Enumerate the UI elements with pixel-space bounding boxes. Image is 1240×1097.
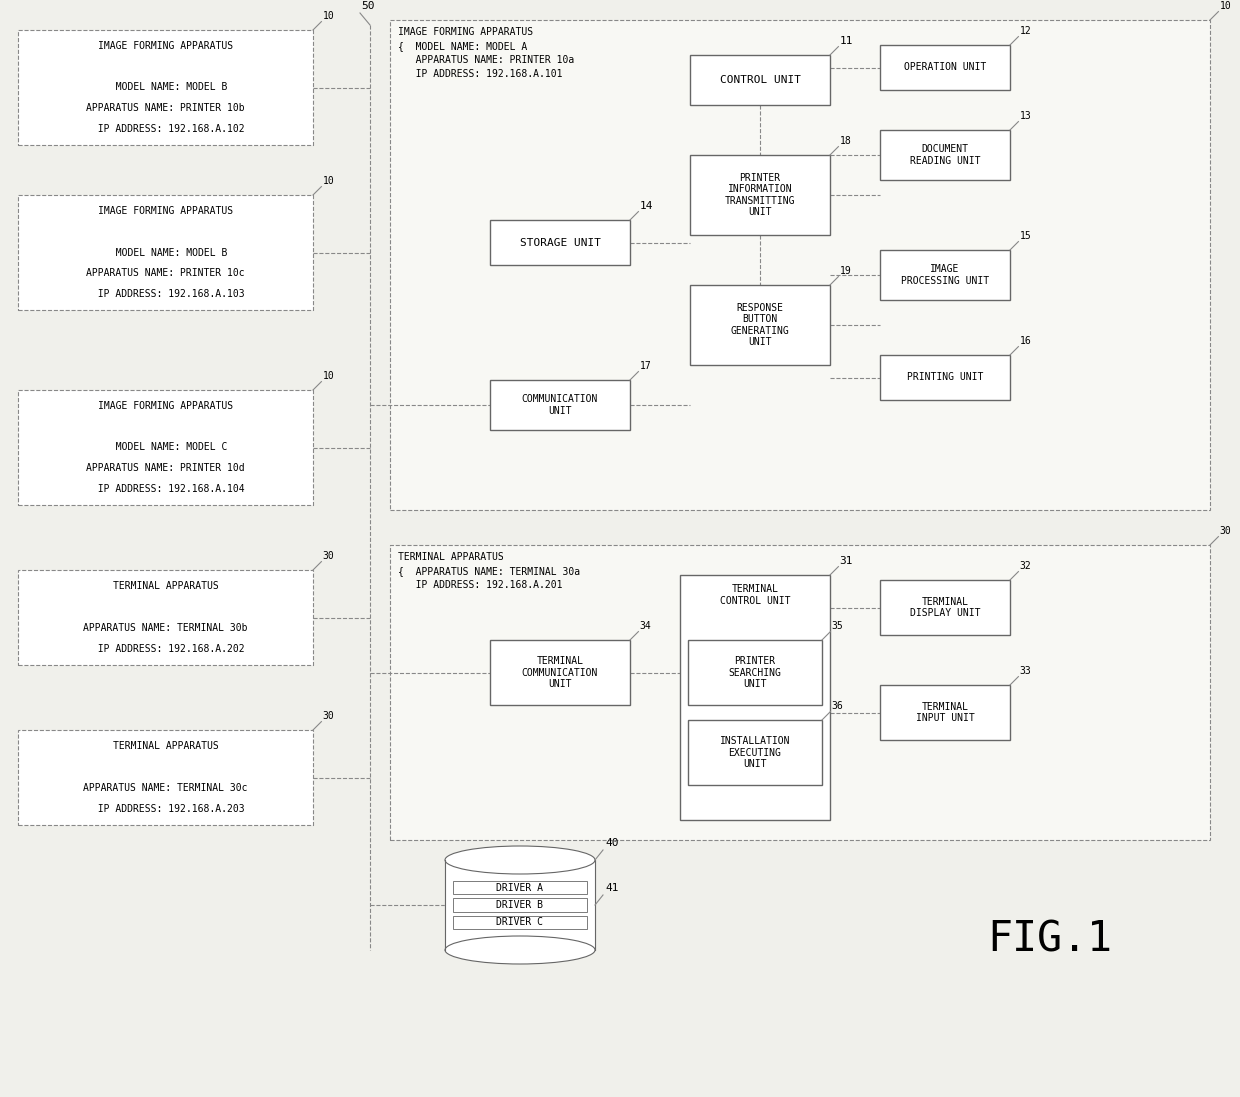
Text: TERMINAL
CONTROL UNIT: TERMINAL CONTROL UNIT (719, 585, 790, 606)
Bar (19, 30, 312, 145)
Text: APPARATUS NAME: TERMINAL 30b: APPARATUS NAME: TERMINAL 30b (83, 623, 248, 633)
Text: APPARATUS NAME: PRINTER 10c: APPARATUS NAME: PRINTER 10c (87, 268, 244, 279)
Text: IMAGE FORMING APPARATUS: IMAGE FORMING APPARATUS (98, 206, 233, 216)
Bar (880, 45, 1011, 90)
Text: PRINTER
SEARCHING
UNIT: PRINTER SEARCHING UNIT (729, 656, 781, 689)
Text: PRINTING UNIT: PRINTING UNIT (906, 373, 983, 383)
Bar (689, 155, 830, 235)
Text: IMAGE FORMING APPARATUS: IMAGE FORMING APPARATUS (98, 42, 233, 52)
Text: {  MODEL NAME: MODEL A: { MODEL NAME: MODEL A (398, 41, 527, 50)
Text: 16: 16 (1019, 336, 1032, 346)
Text: 33: 33 (1019, 666, 1032, 676)
Text: APPARATUS NAME: TERMINAL 30c: APPARATUS NAME: TERMINAL 30c (83, 783, 248, 793)
Text: PRINTER
INFORMATION
TRANSMITTING
UNIT: PRINTER INFORMATION TRANSMITTING UNIT (724, 172, 795, 217)
Bar (19, 391, 312, 505)
Text: MODEL NAME: MODEL B: MODEL NAME: MODEL B (104, 82, 227, 92)
Text: 32: 32 (1019, 561, 1032, 570)
Text: COMMUNICATION
UNIT: COMMUNICATION UNIT (522, 394, 598, 416)
Text: 15: 15 (1019, 230, 1032, 240)
Text: 36: 36 (831, 701, 843, 711)
Bar (880, 131, 1011, 180)
Text: DRIVER A: DRIVER A (496, 883, 543, 893)
Text: APPARATUS NAME: PRINTER 10b: APPARATUS NAME: PRINTER 10b (87, 103, 244, 113)
Bar (19, 195, 312, 310)
Text: 30: 30 (1219, 525, 1231, 535)
Text: DRIVER B: DRIVER B (496, 900, 543, 911)
Text: 18: 18 (839, 136, 851, 146)
Bar (453, 881, 587, 894)
Bar (490, 380, 630, 430)
Text: OPERATION UNIT: OPERATION UNIT (904, 63, 986, 72)
Text: APPARATUS NAME: PRINTER 10a: APPARATUS NAME: PRINTER 10a (398, 55, 574, 65)
Text: IP ADDRESS: 192.168.A.202: IP ADDRESS: 192.168.A.202 (87, 644, 244, 654)
Text: 30: 30 (322, 551, 334, 561)
Text: 10: 10 (322, 11, 334, 21)
Bar (680, 575, 830, 819)
Text: IP ADDRESS: 192.168.A.104: IP ADDRESS: 192.168.A.104 (87, 484, 244, 494)
Bar (445, 860, 595, 950)
Bar (880, 685, 1011, 740)
Text: 14: 14 (640, 201, 653, 211)
Bar (880, 250, 1011, 299)
Text: 41: 41 (605, 883, 619, 893)
Text: 19: 19 (839, 265, 851, 275)
Text: MODEL NAME: MODEL B: MODEL NAME: MODEL B (104, 248, 227, 258)
Text: STORAGE UNIT: STORAGE UNIT (520, 237, 600, 248)
Text: TERMINAL
COMMUNICATION
UNIT: TERMINAL COMMUNICATION UNIT (522, 656, 598, 689)
Text: INSTALLATION
EXECUTING
UNIT: INSTALLATION EXECUTING UNIT (719, 736, 790, 769)
Bar (880, 355, 1011, 400)
Bar (391, 545, 1210, 840)
Text: APPARATUS NAME: PRINTER 10d: APPARATUS NAME: PRINTER 10d (87, 463, 244, 473)
Text: TERMINAL
INPUT UNIT: TERMINAL INPUT UNIT (915, 702, 975, 723)
Text: IMAGE FORMING APPARATUS: IMAGE FORMING APPARATUS (98, 402, 233, 411)
Text: DOCUMENT
READING UNIT: DOCUMENT READING UNIT (910, 144, 981, 166)
Text: TERMINAL APPARATUS: TERMINAL APPARATUS (113, 742, 218, 751)
Text: IP ADDRESS: 192.168.A.101: IP ADDRESS: 192.168.A.101 (398, 69, 563, 79)
Bar (453, 916, 587, 929)
Text: 10: 10 (322, 176, 334, 185)
Bar (19, 570, 312, 665)
Text: TERMINAL
DISPLAY UNIT: TERMINAL DISPLAY UNIT (910, 597, 981, 619)
Text: 34: 34 (640, 621, 651, 631)
Text: {  APPARATUS NAME: TERMINAL 30a: { APPARATUS NAME: TERMINAL 30a (398, 566, 580, 576)
Text: 40: 40 (605, 838, 619, 848)
Text: TERMINAL APPARATUS: TERMINAL APPARATUS (113, 581, 218, 591)
Text: IP ADDRESS: 192.168.A.103: IP ADDRESS: 192.168.A.103 (87, 289, 244, 298)
Text: DRIVER C: DRIVER C (496, 917, 543, 927)
Text: IP ADDRESS: 192.168.A.102: IP ADDRESS: 192.168.A.102 (87, 124, 244, 134)
Text: IP ADDRESS: 192.168.A.203: IP ADDRESS: 192.168.A.203 (87, 804, 244, 814)
Text: 13: 13 (1019, 111, 1032, 121)
Text: CONTROL UNIT: CONTROL UNIT (719, 75, 801, 84)
Text: 50: 50 (361, 1, 374, 11)
Text: FIG.1: FIG.1 (987, 919, 1112, 961)
Bar (689, 55, 830, 105)
Bar (490, 220, 630, 265)
Ellipse shape (445, 846, 595, 874)
Text: 11: 11 (839, 35, 853, 46)
Text: 31: 31 (839, 555, 853, 566)
Text: 17: 17 (640, 361, 651, 371)
Bar (453, 898, 587, 912)
Text: RESPONSE
BUTTON
GENERATING
UNIT: RESPONSE BUTTON GENERATING UNIT (730, 303, 790, 348)
Text: IMAGE FORMING APPARATUS: IMAGE FORMING APPARATUS (398, 27, 533, 37)
Text: IMAGE
PROCESSING UNIT: IMAGE PROCESSING UNIT (901, 264, 990, 286)
Text: 30: 30 (322, 711, 334, 721)
Ellipse shape (445, 936, 595, 964)
Text: 35: 35 (831, 621, 843, 631)
Bar (880, 580, 1011, 635)
Bar (688, 720, 822, 785)
Bar (688, 640, 822, 705)
Bar (490, 640, 630, 705)
Text: 10: 10 (322, 371, 334, 381)
Text: TERMINAL APPARATUS: TERMINAL APPARATUS (398, 552, 503, 562)
Text: 10: 10 (1219, 1, 1231, 11)
Text: 12: 12 (1019, 25, 1032, 35)
Text: MODEL NAME: MODEL C: MODEL NAME: MODEL C (104, 442, 227, 452)
Bar (19, 730, 312, 825)
Bar (391, 20, 1210, 510)
Text: IP ADDRESS: 192.168.A.201: IP ADDRESS: 192.168.A.201 (398, 580, 563, 590)
Bar (689, 285, 830, 365)
